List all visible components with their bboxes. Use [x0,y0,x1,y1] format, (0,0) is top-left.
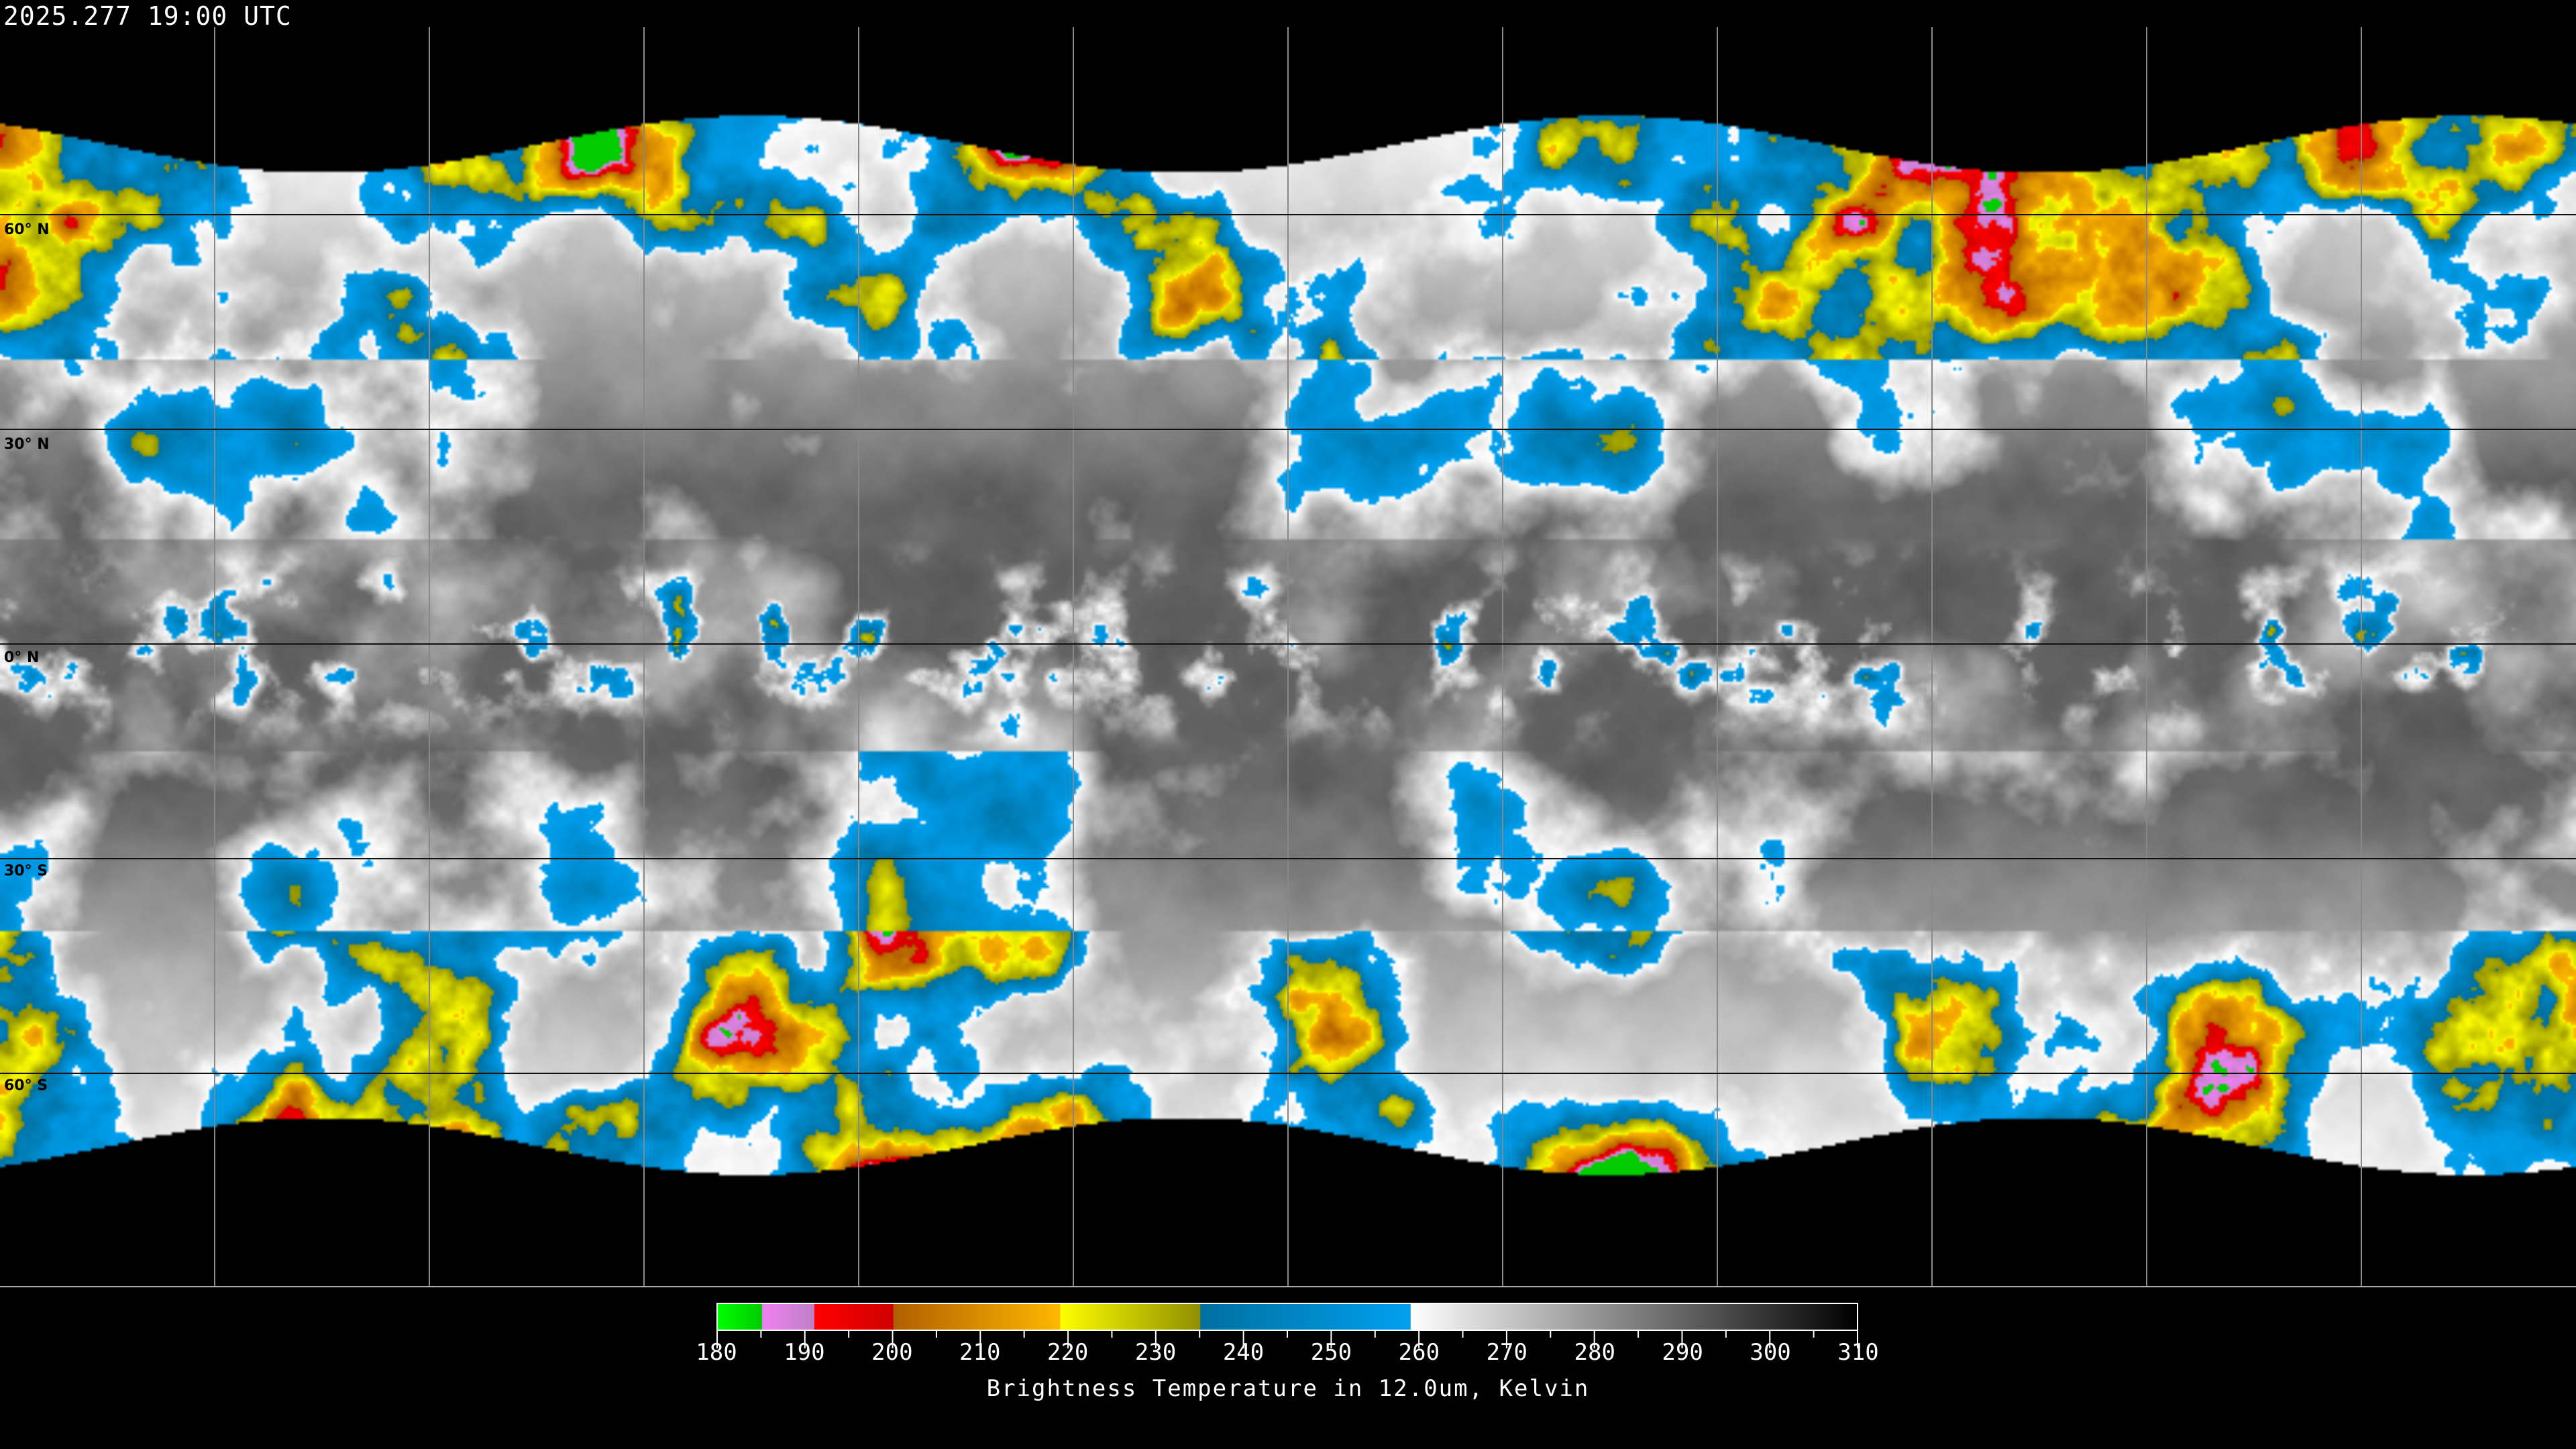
colorbar [716,1303,1858,1331]
tick-label-250: 250 [1310,1339,1352,1366]
lat-label-30n: 30° N [4,436,50,453]
colorbar-title: Brightness Temperature in 12.0um, Kelvin [986,1375,1590,1402]
timestamp: 2025.277 19:00 UTC [3,1,292,31]
satellite-map [0,0,2576,1288]
tick-label-220: 220 [1046,1339,1089,1366]
tick-label-310: 310 [1837,1339,1879,1366]
tick-label-230: 230 [1134,1339,1177,1366]
colorbar-gradient [718,1304,1857,1330]
tick-label-240: 240 [1222,1339,1265,1366]
lat-label-0: 0° N [4,649,40,666]
tick-label-300: 300 [1750,1339,1791,1366]
lat-label-60n: 60° N [4,221,50,238]
lat-label-30s: 30° S [4,863,48,879]
colorbar-ticks [716,1331,1858,1348]
tick-label-180: 180 [696,1339,737,1366]
tick-label-260: 260 [1398,1339,1440,1366]
tick-label-200: 200 [871,1339,913,1366]
tick-label-290: 290 [1662,1339,1703,1366]
lat-label-60s: 60° S [4,1077,48,1094]
lat-lon-grid [0,27,2576,1287]
tick-label-190: 190 [784,1339,825,1366]
tick-label-270: 270 [1486,1339,1528,1366]
tick-label-280: 280 [1574,1339,1615,1366]
tick-label-210: 210 [959,1339,1001,1366]
